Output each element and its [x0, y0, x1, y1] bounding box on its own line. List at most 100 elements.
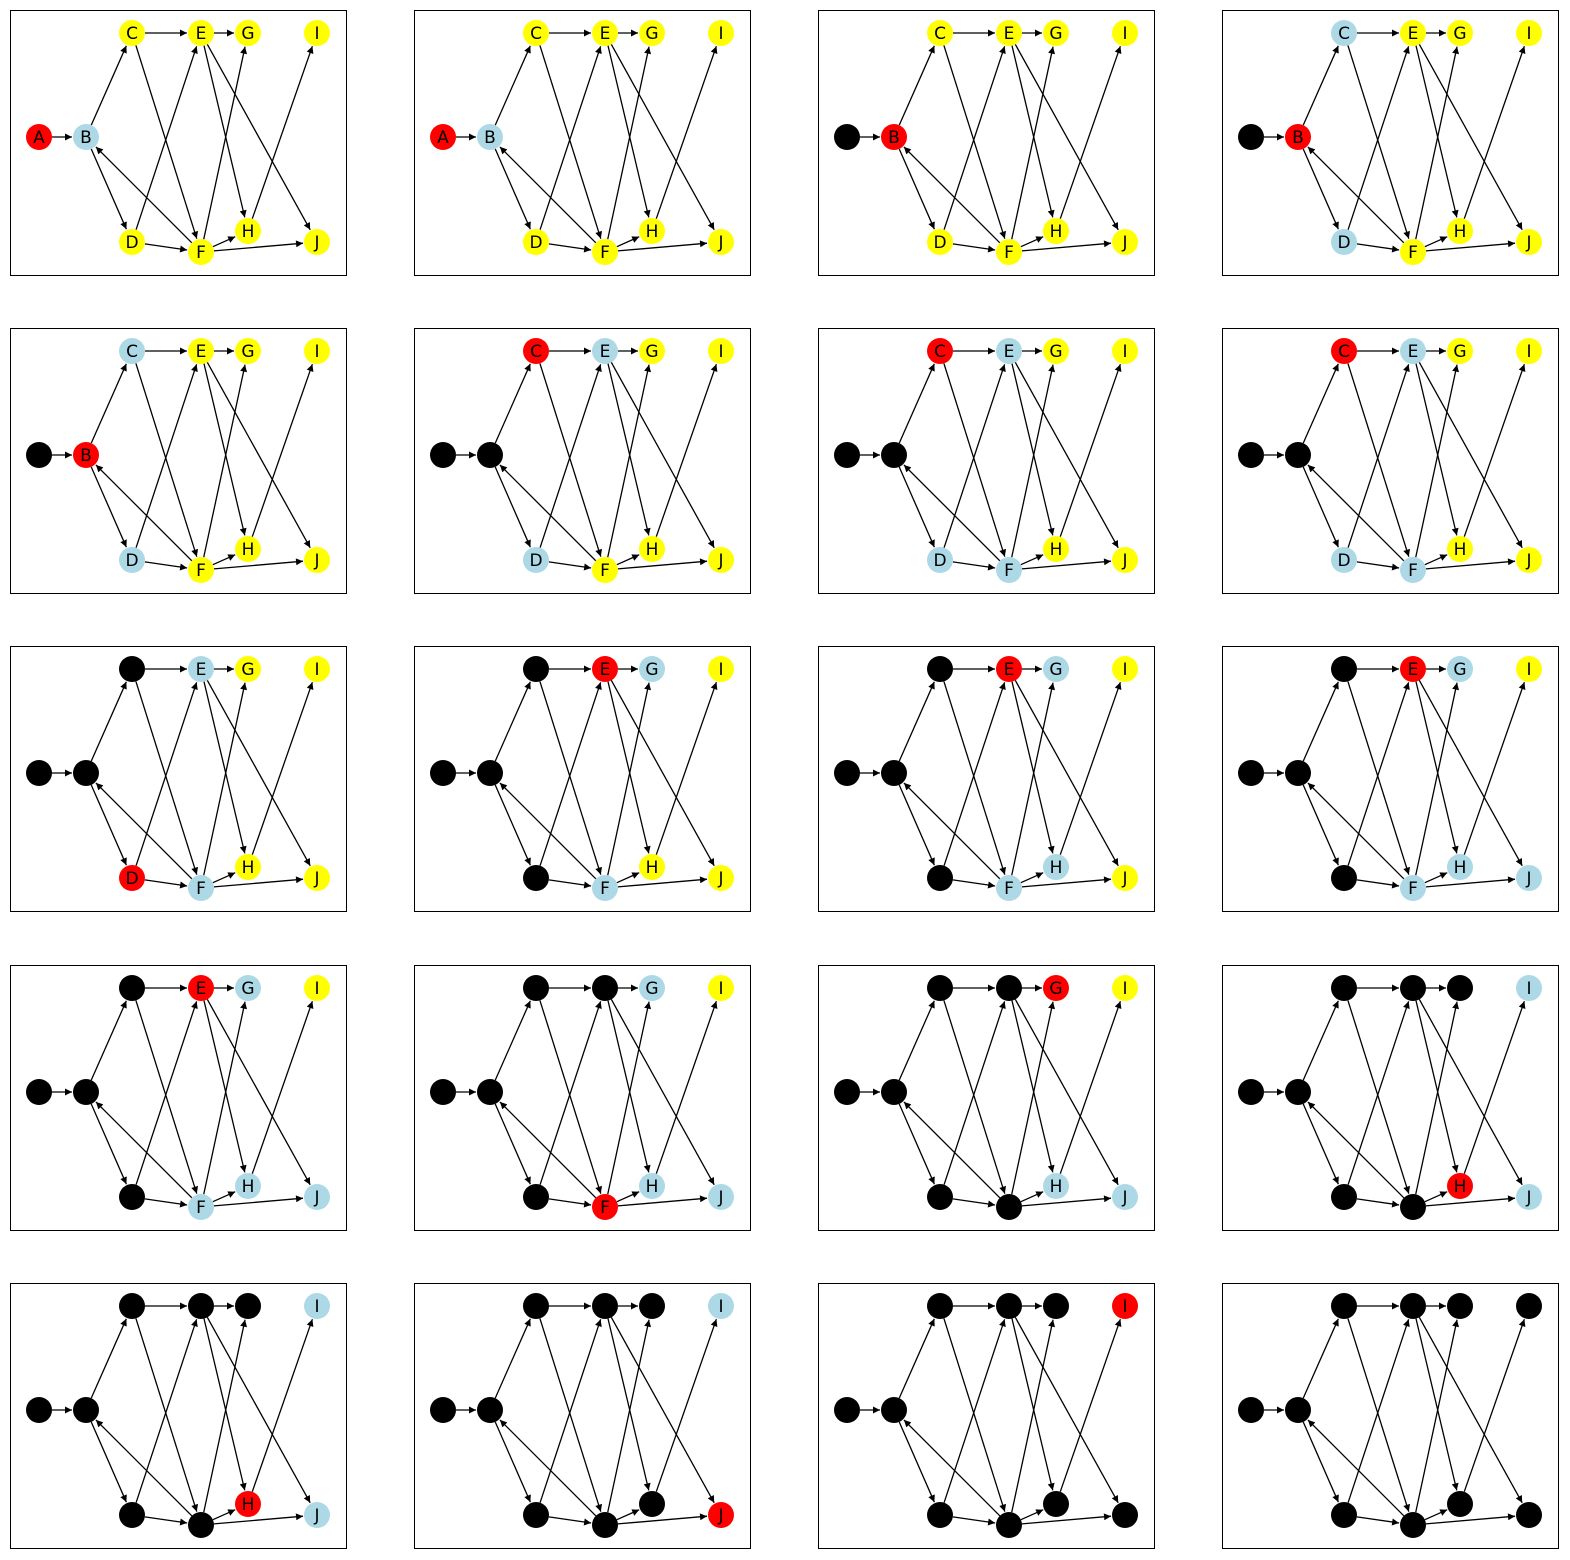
- node-b: [477, 1079, 503, 1105]
- graph-frame-panel: F G H I J: [414, 965, 751, 1231]
- node-a: [430, 1079, 456, 1105]
- node-label-g: G: [1453, 24, 1466, 44]
- node-label-h: H: [1454, 540, 1467, 560]
- node-j: [1516, 1184, 1542, 1210]
- edge-h-i: [1463, 682, 1526, 855]
- node-j: [1112, 1502, 1138, 1528]
- edge-c-f: [539, 681, 603, 875]
- node-g: [1043, 656, 1069, 682]
- node-h: [639, 1491, 665, 1517]
- node-b: [477, 760, 503, 786]
- edge-e-j: [1014, 44, 1119, 231]
- node-h: [1447, 1173, 1473, 1199]
- node-f: [996, 239, 1022, 265]
- edge-d-f: [144, 561, 188, 571]
- edge-d-f: [1356, 1198, 1400, 1208]
- node-d: [523, 547, 549, 573]
- node-c: [927, 20, 953, 46]
- edge-h-i: [655, 46, 718, 219]
- node-i: [304, 1293, 330, 1319]
- edge-c-f: [135, 1000, 199, 1194]
- node-f: [1400, 1194, 1426, 1220]
- edge-f-g: [607, 46, 652, 240]
- edge-d-e: [135, 1001, 198, 1185]
- node-label-d: D: [1337, 551, 1350, 571]
- node-label-i: I: [718, 1297, 723, 1317]
- node-g: [639, 20, 665, 46]
- edge-b-c: [898, 363, 935, 444]
- edge-h-i: [1463, 1319, 1526, 1492]
- node-j: [1516, 547, 1542, 573]
- edge-d-f: [1356, 879, 1400, 889]
- edge-h-i: [1463, 1001, 1526, 1174]
- node-label-h: H: [1454, 858, 1467, 878]
- node-label-e: E: [196, 979, 207, 999]
- node-c: [1331, 20, 1357, 46]
- node-j: [708, 1184, 734, 1210]
- graph-frame-svg: A B C D E F G H I J: [430, 20, 734, 265]
- node-label-b: B: [1292, 128, 1304, 148]
- node-label-h: H: [1050, 858, 1063, 878]
- node-i: [708, 338, 734, 364]
- node-j: [1112, 1184, 1138, 1210]
- node-i: [1112, 20, 1138, 46]
- edge-h-i: [1463, 364, 1526, 537]
- edge-d-e: [1347, 1001, 1410, 1185]
- node-label-g: G: [241, 660, 254, 680]
- edge-c-f: [1347, 1000, 1411, 1194]
- node-e: [1400, 1293, 1426, 1319]
- edge-c-f: [539, 1000, 603, 1194]
- node-e: [1400, 20, 1426, 46]
- node-g: [235, 975, 261, 1001]
- edge-e-h: [1011, 1000, 1055, 1173]
- node-h: [1043, 536, 1069, 562]
- node-label-h: H: [1050, 540, 1063, 560]
- edge-f-h: [616, 554, 640, 566]
- node-e: [188, 338, 214, 364]
- node-label-h: H: [646, 1177, 659, 1197]
- node-label-d: D: [933, 233, 946, 253]
- edge-b-c: [494, 363, 531, 444]
- node-label-h: H: [242, 222, 255, 242]
- graph-frame-panel: E F G H I J: [1222, 646, 1559, 912]
- edge-c-f: [135, 363, 199, 557]
- node-f: [592, 1512, 618, 1538]
- edge-f-j: [213, 1513, 304, 1525]
- node-g: [1043, 1293, 1069, 1319]
- edge-d-e: [943, 1001, 1006, 1185]
- node-label-e: E: [1004, 660, 1015, 680]
- node-label-c: C: [934, 24, 946, 44]
- node-g: [1447, 338, 1473, 364]
- node-f: [1400, 875, 1426, 901]
- node-j: [304, 1184, 330, 1210]
- node-label-c: C: [1338, 342, 1350, 362]
- node-e: [592, 20, 618, 46]
- node-j: [304, 229, 330, 255]
- edge-c-f: [1347, 1318, 1411, 1512]
- node-i: [1516, 20, 1542, 46]
- node-f: [996, 557, 1022, 583]
- edge-d-e: [539, 1319, 602, 1503]
- edge-f-g: [203, 682, 248, 876]
- edge-c-f: [539, 363, 603, 557]
- edge-e-h: [1415, 363, 1459, 536]
- node-e: [1400, 656, 1426, 682]
- node-e: [1400, 975, 1426, 1001]
- edge-f-g: [203, 1001, 248, 1195]
- node-label-f: F: [196, 561, 206, 581]
- edge-b-c: [494, 1318, 531, 1399]
- node-label-d: D: [125, 233, 138, 253]
- node-label-e: E: [600, 342, 611, 362]
- node-d: [927, 547, 953, 573]
- edge-e-j: [1014, 680, 1119, 867]
- node-g: [235, 656, 261, 682]
- node-b: [73, 1397, 99, 1423]
- edge-e-h: [203, 681, 247, 854]
- node-c: [927, 656, 953, 682]
- node-c: [1331, 1293, 1357, 1319]
- edge-b-c: [898, 45, 935, 126]
- edge-b-c: [494, 1000, 531, 1081]
- node-d: [119, 1184, 145, 1210]
- node-label-a: A: [33, 128, 45, 148]
- node-label-h: H: [242, 1177, 255, 1197]
